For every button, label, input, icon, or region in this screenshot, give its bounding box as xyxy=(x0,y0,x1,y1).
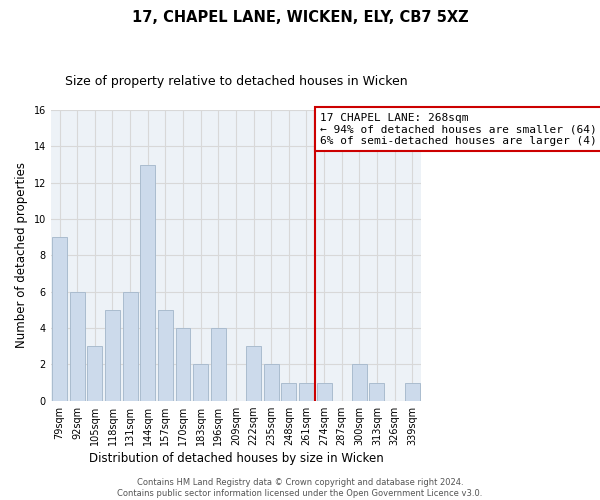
Bar xyxy=(122,292,137,401)
Bar xyxy=(281,382,296,400)
Bar xyxy=(193,364,208,400)
Bar xyxy=(370,382,385,400)
Bar xyxy=(263,364,278,400)
Bar xyxy=(317,382,332,400)
Bar xyxy=(140,164,155,400)
Bar xyxy=(404,382,419,400)
Bar xyxy=(105,310,120,400)
Bar xyxy=(352,364,367,400)
Bar xyxy=(70,292,85,401)
Y-axis label: Number of detached properties: Number of detached properties xyxy=(15,162,28,348)
Text: 17 CHAPEL LANE: 268sqm
← 94% of detached houses are smaller (64)
6% of semi-deta: 17 CHAPEL LANE: 268sqm ← 94% of detached… xyxy=(320,112,600,146)
Bar xyxy=(158,310,173,400)
Bar xyxy=(52,237,67,400)
Text: 17, CHAPEL LANE, WICKEN, ELY, CB7 5XZ: 17, CHAPEL LANE, WICKEN, ELY, CB7 5XZ xyxy=(131,10,469,25)
X-axis label: Distribution of detached houses by size in Wicken: Distribution of detached houses by size … xyxy=(89,452,383,465)
Bar xyxy=(299,382,314,400)
Title: Size of property relative to detached houses in Wicken: Size of property relative to detached ho… xyxy=(65,75,407,88)
Bar xyxy=(88,346,103,401)
Text: Contains HM Land Registry data © Crown copyright and database right 2024.
Contai: Contains HM Land Registry data © Crown c… xyxy=(118,478,482,498)
Bar xyxy=(246,346,261,401)
Bar xyxy=(211,328,226,400)
Bar xyxy=(176,328,190,400)
